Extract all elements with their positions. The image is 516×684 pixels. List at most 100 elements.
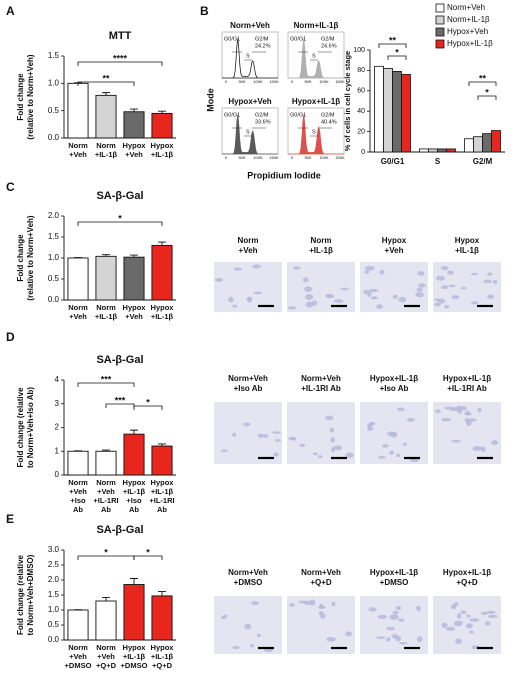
y-tick-label: 60 (357, 88, 365, 95)
cell (334, 299, 344, 303)
legend-label: Norm+Veh (447, 3, 485, 12)
histogram (222, 114, 278, 155)
cell (445, 626, 456, 631)
gate-label: G0/G1 (224, 36, 240, 42)
bar (151, 112, 173, 139)
histogram-x-tick-label: 100K (253, 155, 263, 160)
cell (325, 294, 332, 298)
image-label: Hypox+IL-1β +IL-1RI Ab (443, 374, 491, 393)
cell (312, 452, 318, 456)
y-tick-label: 2.5 (48, 560, 60, 569)
cell (458, 405, 467, 411)
significance-bracket (77, 221, 163, 226)
x-axis-label: Propidium Iodide (247, 170, 321, 180)
significance-label: * (395, 47, 399, 57)
cell (396, 453, 401, 458)
bar (123, 256, 145, 301)
y-tick-label: 3 (55, 399, 60, 408)
bar (437, 148, 447, 153)
panel-letter: E (6, 512, 14, 526)
cell (434, 298, 440, 302)
histogram-x-tick-label: 50K (304, 79, 311, 84)
cell (449, 407, 458, 412)
cell (416, 287, 423, 292)
cell (477, 407, 482, 413)
cell (469, 618, 480, 622)
histogram (288, 38, 344, 79)
bar (95, 94, 117, 139)
gate-label: G0/G1 (290, 36, 306, 42)
bar (428, 148, 438, 153)
cell (340, 287, 350, 291)
micrograph-background (214, 262, 282, 312)
cell (367, 291, 372, 297)
y-axis-label: Fold change(relative to Norm+Veh) (16, 215, 35, 300)
legend-swatch (435, 39, 445, 49)
significance-bracket (468, 81, 497, 86)
significance-bracket (387, 55, 407, 60)
cell (464, 418, 470, 423)
chart-title: SA-β-Gal (96, 190, 143, 202)
bar (482, 133, 492, 153)
micrograph (360, 596, 428, 654)
significance-label: **** (113, 53, 128, 63)
cell (484, 621, 491, 626)
cell (368, 607, 377, 612)
error-bar (130, 429, 138, 435)
error-bar (158, 590, 166, 596)
histogram-x-tick-label: 0 (291, 79, 294, 84)
cell (304, 286, 313, 292)
cell (455, 638, 462, 645)
cell (272, 431, 282, 434)
cell (434, 302, 441, 307)
gate-label: G0/G1 (290, 112, 306, 118)
x-tick-label: Hypox +IL-1β +DMSO (121, 643, 148, 670)
micrograph (287, 262, 355, 312)
micrograph (433, 402, 501, 464)
cell (464, 412, 472, 416)
cell (377, 614, 388, 619)
histogram-x-tick-label: 150K (335, 79, 345, 84)
x-tick-label: Norm +Veh +Iso Ab (68, 478, 88, 514)
histogram-frame (221, 31, 279, 79)
cell (451, 295, 460, 300)
error-bar (102, 254, 110, 257)
error-bar (130, 578, 138, 585)
cell (253, 291, 263, 295)
bar (392, 71, 402, 153)
x-tick-label: Norm +IL-1β (95, 141, 118, 159)
y-axis-label: Fold change (relativeto Norm+Veh+DMSO) (16, 554, 35, 635)
significance-bracket (133, 405, 163, 410)
gate-label: G2/M (321, 112, 335, 118)
cell (261, 434, 269, 438)
cell (318, 605, 326, 609)
histogram-x-tick-label: 150K (335, 155, 345, 160)
cell (246, 296, 253, 301)
cell (330, 437, 336, 443)
cell (453, 620, 463, 627)
cell (468, 418, 477, 422)
significance-label: * (146, 397, 150, 407)
histogram-title: Norm+IL-1β (294, 21, 339, 30)
error-bar (158, 110, 166, 114)
histogram-title: Norm+Veh (230, 21, 270, 30)
cell (304, 293, 314, 300)
significance-label: ** (389, 35, 397, 45)
cell (448, 284, 456, 288)
x-tick-label: Hypox +IL-1β (151, 303, 175, 321)
y-tick-label: 1 (55, 446, 60, 455)
gate (232, 51, 266, 61)
histogram-x-tick-label: 0 (225, 79, 228, 84)
gate-percent: 24.2% (255, 43, 271, 49)
y-tick-label: 40 (357, 108, 365, 115)
cell (435, 409, 441, 414)
cell (460, 286, 467, 290)
significance-bracket (133, 555, 163, 560)
cell (228, 296, 234, 303)
cell (243, 422, 251, 427)
x-tick-label: Hypox +Veh (123, 303, 147, 321)
cell (417, 271, 425, 276)
cell (305, 301, 314, 308)
bar (95, 450, 117, 476)
